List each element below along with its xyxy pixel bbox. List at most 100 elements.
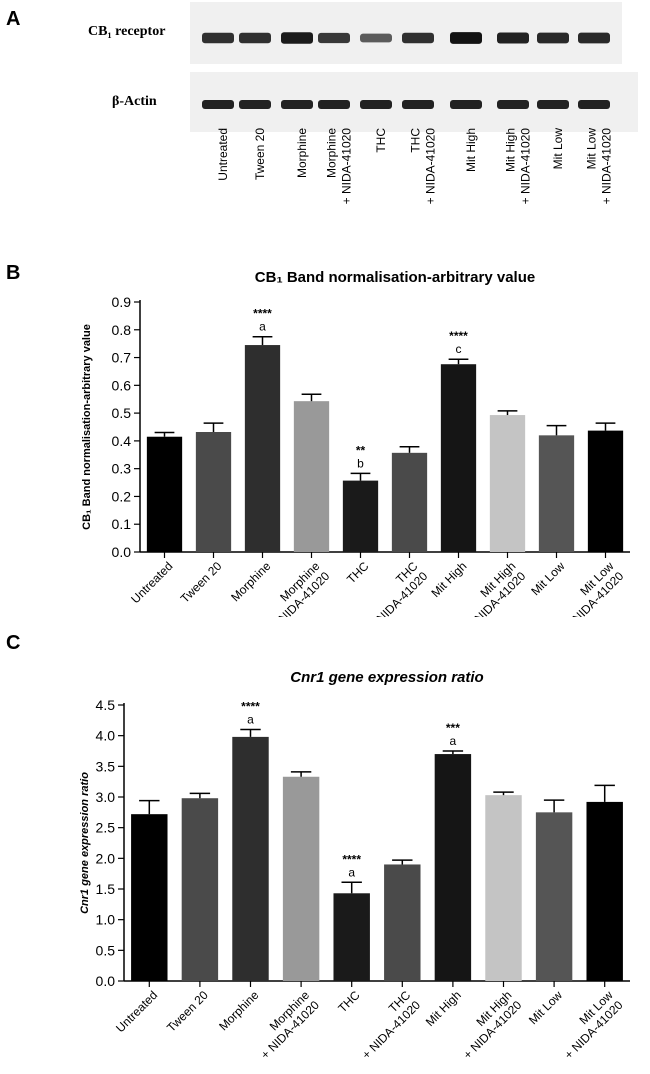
x-tick-label: Morphine bbox=[216, 988, 262, 1034]
blot-band-row1 bbox=[497, 32, 529, 44]
bar bbox=[434, 754, 472, 981]
significance-label: **** bbox=[342, 852, 361, 866]
bar bbox=[146, 436, 183, 552]
x-tick-label: Mit High bbox=[428, 559, 469, 600]
y-tick-label: 4.0 bbox=[96, 728, 116, 744]
significance-label: *** bbox=[446, 721, 460, 735]
y-tick-label: 0.9 bbox=[112, 294, 132, 310]
blot-lane-label: Mit High bbox=[464, 128, 478, 172]
x-tick-label: THC bbox=[344, 559, 372, 587]
western-blot-panel: A CB₁ receptor β-Actin Untreated Tween 20… bbox=[0, 0, 650, 250]
blot-band-row2 bbox=[202, 100, 234, 109]
bar bbox=[489, 415, 526, 552]
group-letter-label: a bbox=[259, 320, 266, 334]
blot-lane-label: Tween 20 bbox=[253, 128, 267, 180]
y-tick-label: 0.6 bbox=[112, 377, 132, 393]
chart-b: CB₁ Band normalisation-arbitrary value CB… bbox=[81, 269, 630, 617]
y-tick-label: 0.4 bbox=[112, 433, 132, 449]
y-tick-label: 0.3 bbox=[112, 461, 132, 477]
chart-title: CB₁ Band normalisation-arbitrary value bbox=[255, 269, 535, 286]
group-letter-label: a bbox=[348, 865, 355, 879]
blot-band-row1 bbox=[239, 32, 271, 44]
bar bbox=[333, 893, 370, 981]
x-tick-label: Mit Low bbox=[526, 988, 565, 1027]
y-tick-label: 3.0 bbox=[96, 789, 116, 805]
blot-row2-label: β-Actin bbox=[112, 94, 157, 109]
bar bbox=[181, 798, 219, 981]
blot-lane-label: THC bbox=[409, 128, 423, 153]
x-tick-label: Tween 20 bbox=[178, 559, 225, 606]
chart-title: Cnr1 gene expression ratio bbox=[290, 669, 483, 686]
bar bbox=[535, 812, 573, 981]
y-tick-label: 1.0 bbox=[96, 912, 116, 928]
blot-lane-label: + NIDA-41020 bbox=[519, 128, 533, 205]
significance-label: **** bbox=[449, 329, 468, 343]
x-tick-label: Untreated bbox=[113, 988, 160, 1035]
blot-lane-label: Mit High bbox=[504, 128, 518, 172]
significance-label: ** bbox=[356, 443, 366, 457]
chart-c: Cnr1 gene expression ratio Cnr1 gene expr… bbox=[79, 669, 630, 1062]
bar bbox=[244, 345, 281, 552]
blot-band-row2 bbox=[281, 100, 313, 109]
bar bbox=[485, 795, 522, 981]
y-tick-label: 4.5 bbox=[96, 697, 116, 713]
blot-band-row2 bbox=[537, 100, 569, 109]
y-tick-label: 0.1 bbox=[112, 516, 132, 532]
y-tick-label: 1.5 bbox=[96, 881, 116, 897]
blot-band-row1 bbox=[202, 32, 234, 44]
x-tick-label: THC bbox=[335, 988, 363, 1016]
group-letter-label: a bbox=[450, 734, 457, 748]
blot-band-row1 bbox=[281, 32, 313, 44]
blot-band-row1 bbox=[450, 32, 482, 44]
bar bbox=[587, 430, 624, 552]
y-tick-label: 0.2 bbox=[112, 488, 132, 504]
blot-band-row2 bbox=[497, 100, 529, 109]
blot-image: Untreated Tween 20 Morphine Morphine + NIDA-… bbox=[190, 2, 638, 205]
blot-lane-label: + NIDA-41020 bbox=[424, 128, 438, 205]
blot-lane-label: Morphine bbox=[325, 128, 339, 178]
bar bbox=[293, 401, 330, 552]
y-tick-label: 0.8 bbox=[112, 322, 132, 338]
blot-band-row2 bbox=[450, 100, 482, 109]
blot-band-row1 bbox=[318, 32, 350, 44]
y-tick-label: 0.0 bbox=[96, 973, 116, 989]
blot-band-row2 bbox=[360, 100, 392, 109]
x-tick-label: Mit High bbox=[423, 988, 464, 1029]
blot-band-row2 bbox=[318, 100, 350, 109]
bar bbox=[586, 801, 623, 981]
blot-band-row2 bbox=[578, 100, 610, 109]
group-letter-label: b bbox=[357, 456, 364, 470]
blot-band-row1 bbox=[578, 32, 610, 44]
group-letter-label: a bbox=[247, 713, 254, 727]
y-axis-label: Cnr1 gene expression ratio bbox=[79, 772, 91, 914]
panel-letter-c: C bbox=[6, 632, 21, 654]
significance-label: **** bbox=[253, 307, 272, 321]
blot-lane-label: Morphine bbox=[295, 128, 309, 178]
bar bbox=[440, 364, 477, 552]
x-tick-label: Morphine bbox=[228, 559, 274, 605]
bar bbox=[538, 435, 575, 552]
y-tick-label: 0.0 bbox=[112, 544, 132, 560]
blot-band-row1 bbox=[402, 32, 434, 44]
group-letter-label: c bbox=[456, 342, 462, 356]
y-tick-label: 0.7 bbox=[112, 350, 132, 366]
blot-row1-label: CB₁ receptor bbox=[88, 24, 166, 39]
bar bbox=[282, 776, 320, 981]
y-tick-label: 2.5 bbox=[96, 820, 116, 836]
blot-lane-label: + NIDA-41020 bbox=[600, 128, 614, 205]
x-tick-label: Mit Low bbox=[528, 559, 567, 598]
blot-lane-label: THC bbox=[374, 128, 388, 153]
y-tick-label: 0.5 bbox=[96, 942, 116, 958]
y-tick-label: 2.0 bbox=[96, 850, 116, 866]
blot-band-row1 bbox=[537, 32, 569, 44]
bar bbox=[195, 432, 232, 552]
x-tick-label: Tween 20 bbox=[164, 988, 211, 1035]
bar bbox=[384, 864, 421, 981]
bar bbox=[131, 814, 168, 981]
blot-lane-label: + NIDA-41020 bbox=[340, 128, 354, 205]
bar bbox=[232, 736, 269, 981]
y-tick-label: 3.5 bbox=[96, 758, 116, 774]
blot-lane-label: Mit Low bbox=[551, 128, 565, 170]
blot-band-row2 bbox=[239, 100, 271, 109]
y-tick-label: 0.5 bbox=[112, 405, 132, 421]
